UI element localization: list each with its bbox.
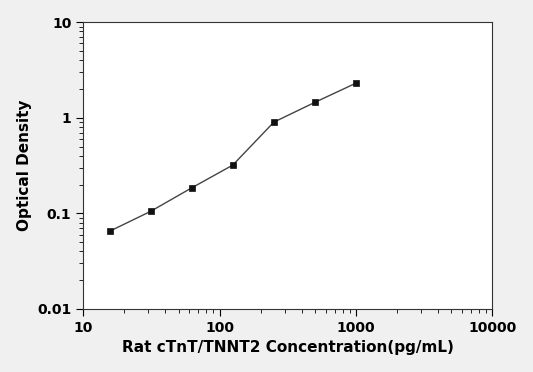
X-axis label: Rat cTnT/TNNT2 Concentration(pg/mL): Rat cTnT/TNNT2 Concentration(pg/mL)	[122, 340, 454, 355]
Y-axis label: Optical Density: Optical Density	[17, 100, 31, 231]
